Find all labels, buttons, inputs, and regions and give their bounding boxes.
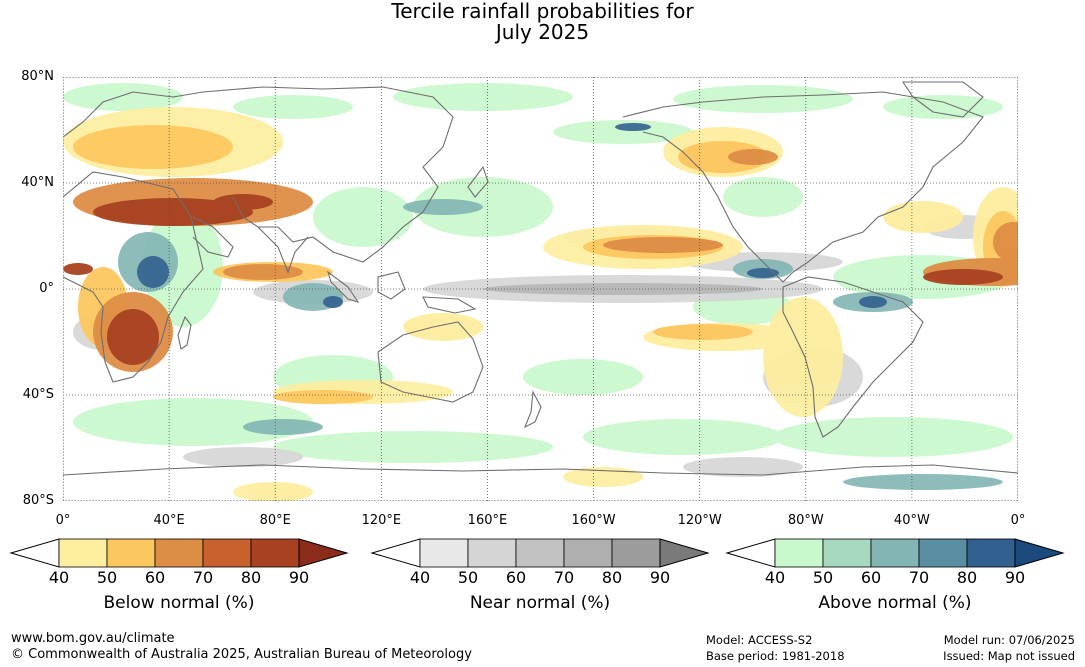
rainfall-probability-map [63, 77, 1018, 501]
longitude-label: 160°W [571, 513, 616, 528]
colorbar-title: Above normal (%) [818, 593, 972, 613]
coastline-new-zealand [523, 390, 542, 429]
colorbar-tick-label: 70 [192, 568, 214, 587]
probability-shading [63, 83, 1018, 501]
colorbar-segment [966, 538, 1016, 568]
colorbar-tick-label: 40 [409, 568, 431, 587]
colorbar-near [370, 538, 710, 571]
coastline-greenland [901, 81, 984, 118]
colorbar-segment [822, 538, 872, 568]
coastline-australia [377, 321, 484, 403]
colorbar-title: Near normal (%) [469, 593, 611, 613]
colorbar-tick-label: 60 [860, 568, 882, 587]
colorbar-segment [611, 538, 661, 568]
colorbar-tick-label: 90 [649, 568, 671, 587]
longitude-label: 160°E [467, 513, 508, 528]
longitude-label: 120°W [677, 513, 722, 528]
colorbar-left-extension [9, 538, 60, 568]
latitude-label: 40°N [21, 175, 54, 190]
longitude-label: 40°W [893, 513, 930, 528]
below-normal-very-high [63, 194, 1003, 365]
colorbar-segment [154, 538, 204, 568]
colorbar-tick-label: 80 [601, 568, 623, 587]
colorbar-tick-label: 70 [908, 568, 930, 587]
longitude-label: 120°E [361, 513, 402, 528]
coastline-new-guinea [422, 296, 477, 314]
latitude-label: 40°S [22, 387, 54, 402]
coastline-madagascar [177, 315, 192, 350]
colorbar-segment [515, 538, 565, 568]
colorbar-segment [870, 538, 920, 568]
footer-model: Model: ACCESS-S2 [706, 633, 813, 647]
colorbar-left-extension [725, 538, 776, 568]
coastline-arabia [192, 216, 234, 258]
colorbar-title: Below normal (%) [103, 593, 255, 613]
colorbar-above [725, 538, 1065, 571]
colorbar-segment [58, 538, 108, 568]
colorbar-left-extension [370, 538, 421, 568]
colorbar-tick-label: 40 [764, 568, 786, 587]
colorbar-tick-label: 90 [288, 568, 310, 587]
coastline-africa [63, 171, 204, 383]
coastline-eurasia [63, 86, 454, 263]
coastline-japan [467, 165, 489, 198]
colorbar-tick-label: 50 [812, 568, 834, 587]
longitude-label: 80°E [259, 513, 291, 528]
colorbar-tick-label: 40 [48, 568, 70, 587]
longitude-label: 0° [55, 513, 71, 528]
coastline-borneo [377, 271, 406, 300]
near-normal-dark [483, 283, 763, 295]
coastline-antarctica [63, 464, 1018, 476]
colorbar-segment [918, 538, 968, 568]
coastline-north-america [622, 91, 984, 283]
coastlines [63, 81, 1018, 476]
colorbar-segment [774, 538, 824, 568]
latitude-label: 80°N [21, 69, 54, 84]
longitude-label: 40°E [153, 513, 185, 528]
colorbar-segment [563, 538, 613, 568]
colorbar-segment [202, 538, 252, 568]
colorbar-tick-label: 50 [96, 568, 118, 587]
colorbar-tick-label: 80 [240, 568, 262, 587]
footer-issued: Issued: Map not issued [943, 649, 1075, 663]
map-title-line-1: Tercile rainfall probabilities for [391, 0, 694, 23]
colorbar-tick-label: 50 [457, 568, 479, 587]
longitude-label: 80°W [787, 513, 824, 528]
above-normal-light-patches [63, 83, 1013, 463]
coastline-south-america [782, 276, 924, 438]
coastline-india [257, 226, 309, 274]
coastline-sumatra [326, 270, 360, 303]
map-frame [63, 77, 1018, 501]
longitude-label: 0° [1010, 513, 1026, 528]
colorbar-segment [106, 538, 156, 568]
above-normal-high [137, 123, 887, 308]
map-title-line-2: July 2025 [495, 20, 590, 44]
colorbar-segment [419, 538, 469, 568]
footer-model-run: Model run: 07/06/2025 [943, 633, 1075, 647]
colorbar-tick-label: 60 [144, 568, 166, 587]
colorbar-tick-label: 60 [505, 568, 527, 587]
colorbar-right-extension [298, 538, 349, 568]
colorbar-right-extension [659, 538, 710, 568]
colorbar-tick-label: 80 [956, 568, 978, 587]
footer-copyright: © Commonwealth of Australia 2025, Austra… [11, 647, 472, 662]
colorbar-segment [467, 538, 517, 568]
footer-base-period: Base period: 1981-2018 [706, 649, 845, 663]
colorbar-below [9, 538, 349, 571]
footer-website: www.bom.gov.au/climate [11, 631, 175, 646]
colorbar-segment [250, 538, 300, 568]
colorbar-tick-label: 70 [553, 568, 575, 587]
latitude-label: 80°S [22, 493, 54, 508]
latitude-label: 0° [39, 281, 54, 296]
colorbar-right-extension [1014, 538, 1065, 568]
colorbar-tick-label: 90 [1004, 568, 1026, 587]
graticule [63, 77, 1018, 501]
